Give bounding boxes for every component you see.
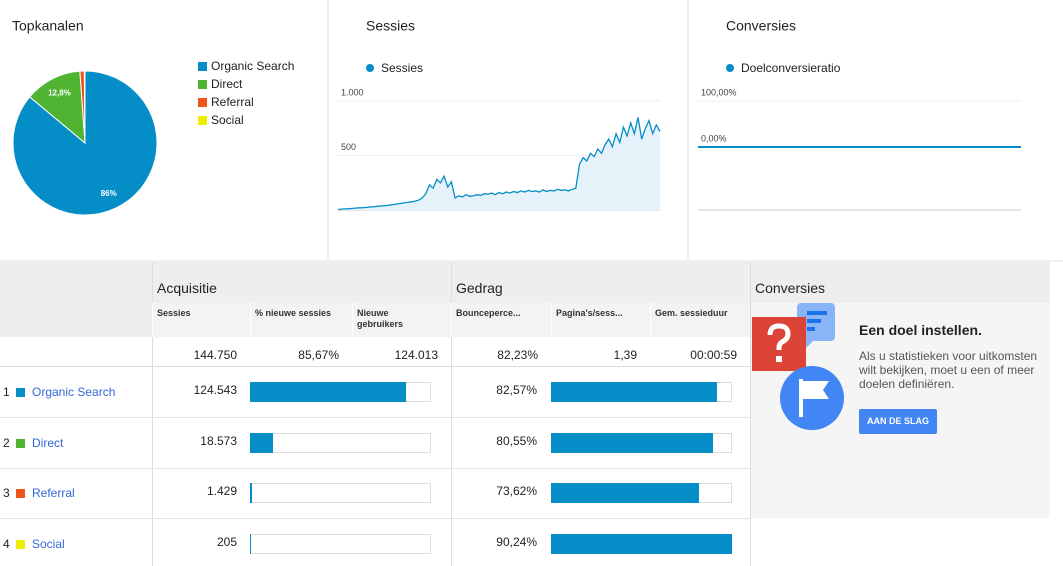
goal-illustration	[752, 303, 844, 430]
total-value: 85,67%	[298, 348, 339, 362]
y-tick-label: 500	[341, 142, 356, 152]
pie-slice	[28, 70, 86, 145]
flag	[803, 381, 829, 399]
bounce-value: 90,24%	[496, 534, 537, 549]
channel-swatch	[16, 388, 25, 397]
separator	[451, 262, 452, 566]
row-border	[0, 518, 750, 519]
bounce-bar	[551, 432, 713, 453]
column-header: Pagina's/sess...	[556, 308, 623, 318]
area	[338, 117, 660, 210]
legend-dot	[726, 64, 734, 72]
sessions-value: 18.573	[200, 433, 237, 448]
legend-label: Direct	[211, 77, 243, 91]
y-tick-label: 100,00%	[701, 87, 737, 97]
pie-slice	[83, 70, 86, 144]
panel-title: Sessies	[366, 18, 415, 34]
channel-swatch	[16, 539, 25, 549]
channel-link[interactable]: Direct	[32, 435, 64, 450]
column-header-cell	[451, 303, 551, 337]
channel-link[interactable]: Referral	[32, 486, 75, 500]
column-header-cell	[650, 303, 750, 337]
channel-link[interactable]: Organic Search	[32, 385, 116, 399]
bounce-bar	[551, 382, 717, 402]
flag-pole	[799, 379, 803, 417]
legend-label: Doelconversieratio	[741, 61, 841, 75]
header-bg	[750, 262, 1050, 303]
total-value: 144.750	[193, 348, 237, 362]
y-tick-label: 1.000	[341, 87, 364, 97]
row-border	[0, 417, 750, 418]
separator	[152, 262, 153, 566]
goal-heading: Een doel instellen.	[859, 322, 982, 338]
total-value: 124.013	[394, 348, 438, 362]
column-header-cell	[152, 303, 250, 337]
bar-track	[250, 483, 431, 503]
column-header: Nieuwe gebruikers	[357, 308, 404, 329]
bounce-value: 73,62%	[496, 484, 537, 498]
bubble-line	[807, 311, 827, 315]
bounce-value: 80,55%	[496, 433, 537, 448]
goal-button[interactable]: AAN DE SLAG	[859, 409, 937, 434]
question-icon	[767, 323, 791, 350]
legend-label: Sessies	[381, 61, 423, 75]
sessions-value: 1.429	[206, 484, 237, 498]
channel-swatch	[16, 438, 25, 448]
column-header: Bounceperce...	[456, 308, 521, 318]
total-value: 00:00:59	[690, 348, 737, 362]
group-header: Conversies	[755, 280, 826, 296]
bubble-line	[807, 327, 815, 331]
sessions-bar	[250, 382, 406, 402]
sessions-value: 205	[216, 534, 237, 549]
separator	[750, 262, 751, 566]
bar-track	[250, 533, 431, 554]
row-border	[0, 467, 750, 469]
legend-swatch	[198, 98, 207, 107]
bounce-bar	[551, 483, 699, 503]
bar-track	[250, 432, 431, 453]
sessions-value: 124.543	[193, 383, 237, 397]
channel-swatch	[16, 489, 25, 498]
question-dot	[776, 356, 782, 362]
legend-label: Social	[211, 113, 244, 127]
y-tick-label: 0,00%	[701, 133, 727, 143]
column-header-cell	[551, 303, 650, 337]
column-header: % nieuwe sessies	[255, 308, 332, 318]
bounce-value: 82,57%	[496, 383, 537, 397]
rank: 2	[3, 435, 10, 450]
sessions-bar	[250, 432, 274, 453]
line	[337, 117, 661, 211]
legend-dot	[366, 64, 374, 72]
rank: 3	[3, 486, 10, 500]
legend-label: Organic Search	[211, 59, 294, 73]
group-header: Gedrag	[456, 280, 503, 296]
column-header-cell	[250, 303, 352, 337]
legend-swatch	[198, 62, 207, 71]
panel-title: Conversies	[726, 18, 796, 34]
goal-text: Als u statistieken voor uitkomsten wilt …	[859, 349, 1038, 391]
legend-swatch	[198, 116, 207, 125]
total-value: 82,23%	[497, 348, 538, 362]
rank: 1	[3, 385, 10, 399]
slice-label: 86%	[101, 189, 117, 198]
channel-link[interactable]: Social	[32, 536, 65, 551]
column-header: Gem. sessieduur	[655, 308, 728, 318]
legend-label: Referral	[211, 95, 254, 109]
sessions-bar	[250, 483, 252, 503]
legend-swatch	[198, 80, 207, 89]
pie-slice	[12, 70, 158, 216]
rank: 4	[3, 536, 10, 551]
charts-area: Topkanalen 86% Organic Search 12,8% Direct Re…	[0, 0, 1063, 262]
column-header-cell	[352, 303, 451, 337]
panel-title: Topkanalen	[12, 18, 84, 34]
column-header: Sessies	[157, 308, 191, 318]
group-header: Acquisitie	[157, 280, 217, 296]
row-border	[0, 366, 750, 367]
bounce-bar	[551, 533, 732, 554]
slice-label: 12,8%	[48, 88, 71, 97]
bubble-line	[807, 319, 821, 323]
total-value: 1,39	[613, 348, 637, 362]
